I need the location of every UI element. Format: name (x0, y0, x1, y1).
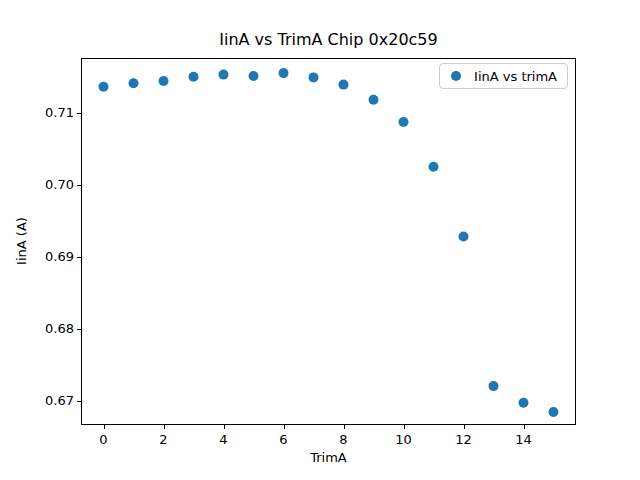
scatter-figure: IinA vs TrimA Chip 0x20c59 IinA (A) IinA… (0, 0, 640, 480)
x-tick (104, 425, 105, 429)
y-tick-label: 0.68 (34, 321, 74, 336)
data-point (549, 407, 559, 417)
y-tick (77, 257, 81, 258)
legend-label: IinA vs trimA (474, 69, 557, 84)
plot-area: IinA vs trimA (81, 58, 576, 425)
x-tick (284, 425, 285, 429)
x-axis-label: TrimA (81, 450, 576, 465)
x-tick-label: 0 (84, 432, 124, 447)
data-point (279, 68, 289, 78)
chart-title: IinA vs TrimA Chip 0x20c59 (81, 30, 576, 49)
x-tick-label: 2 (144, 432, 184, 447)
data-point (99, 82, 109, 92)
x-tick (344, 425, 345, 429)
y-tick-label: 0.69 (34, 249, 74, 264)
x-tick (524, 425, 525, 429)
x-tick (164, 425, 165, 429)
data-point (369, 95, 379, 105)
data-point (309, 72, 319, 82)
x-tick-label: 10 (384, 432, 424, 447)
data-point (189, 72, 199, 82)
data-point (159, 76, 169, 86)
x-tick (464, 425, 465, 429)
data-point (399, 117, 409, 127)
y-tick (77, 113, 81, 114)
x-tick-label: 12 (444, 432, 484, 447)
y-tick (77, 401, 81, 402)
x-tick (224, 425, 225, 429)
y-tick-label: 0.70 (34, 177, 74, 192)
y-tick-label: 0.67 (34, 393, 74, 408)
y-tick-label: 0.71 (34, 105, 74, 120)
legend: IinA vs trimA (439, 63, 568, 89)
data-point (219, 70, 229, 80)
legend-marker-icon (451, 71, 461, 81)
x-tick-label: 6 (264, 432, 304, 447)
y-tick (77, 185, 81, 186)
data-point (459, 232, 469, 242)
x-tick-label: 8 (324, 432, 364, 447)
x-tick-label: 14 (504, 432, 544, 447)
data-point (339, 80, 349, 90)
data-point (489, 381, 499, 391)
data-point (129, 78, 139, 88)
data-point (249, 71, 259, 81)
x-tick-label: 4 (204, 432, 244, 447)
data-point (429, 162, 439, 172)
data-point (519, 398, 529, 408)
y-tick (77, 329, 81, 330)
y-axis-label: IinA (A) (14, 217, 29, 265)
scatter-points-layer (82, 59, 575, 424)
x-tick (404, 425, 405, 429)
